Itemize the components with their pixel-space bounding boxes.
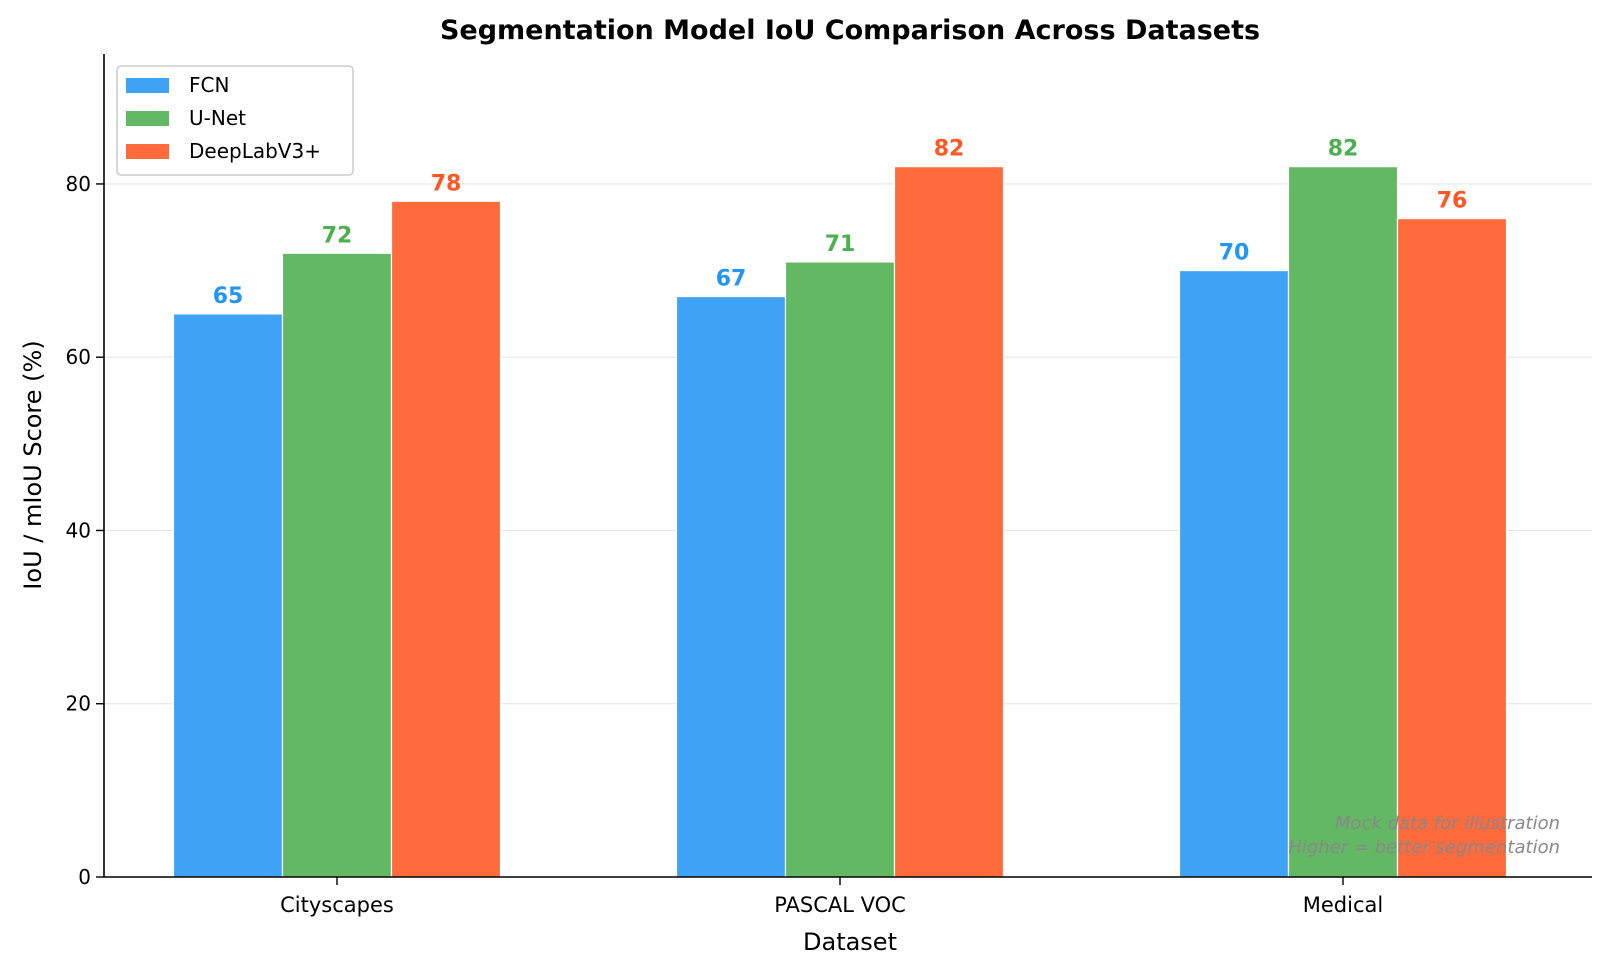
x-axis-title: Dataset (803, 928, 897, 956)
bar-u-net-medical (1287, 166, 1399, 878)
legend-swatch-u-net (126, 111, 169, 126)
bar-value-label: 65 (213, 284, 244, 309)
bar-value-label: 71 (825, 232, 856, 257)
bars (172, 166, 1508, 878)
bar-deeplabv3--pascal-voc (893, 166, 1005, 878)
bar-u-net-cityscapes (281, 252, 393, 878)
y-tick-label: 20 (66, 692, 91, 716)
annotation-higher-better: Higher = better segmentation (1288, 837, 1560, 858)
bar-fcn-cityscapes (172, 313, 284, 878)
axes (103, 54, 1592, 878)
legend-label: DeepLabV3+ (189, 139, 321, 163)
bar-value-label: 76 (1437, 189, 1468, 214)
bar-fcn-pascal-voc (675, 295, 787, 878)
bar-value-labels: 65 72 78 67 71 82 70 82 76 (213, 137, 1468, 309)
legend-frame (116, 65, 354, 176)
bar-fcn-medical (1178, 269, 1290, 878)
bar-value-label: 67 (716, 267, 747, 292)
x-tick-label: Cityscapes (280, 893, 394, 917)
y-tick-label: 60 (66, 345, 91, 369)
x-ticks: Cityscapes PASCAL VOC Medical (280, 877, 1383, 917)
annotations: Mock data for illustration Higher = bett… (1288, 813, 1560, 858)
legend-label: FCN (189, 73, 229, 97)
legend: FCN U-Net DeepLabV3+ (116, 65, 354, 176)
bar-u-net-pascal-voc (784, 261, 896, 878)
bar-value-label: 70 (1219, 241, 1250, 266)
y-ticks: 0 20 40 60 80 (66, 172, 104, 889)
y-tick-label: 80 (66, 172, 91, 196)
legend-swatch-fcn (126, 78, 169, 93)
x-tick-label: Medical (1303, 893, 1383, 917)
legend-items: FCN U-Net DeepLabV3+ (126, 73, 321, 163)
x-tick-label: PASCAL VOC (774, 893, 906, 917)
bar-deeplabv3--cityscapes (390, 200, 502, 878)
y-tick-label: 40 (66, 518, 91, 542)
y-axis-title: IoU / mIoU Score (%) (19, 340, 47, 589)
y-tick-label: 0 (78, 865, 91, 889)
legend-swatch-deeplabv3- (126, 144, 169, 159)
bar-value-label: 72 (322, 223, 353, 248)
bar-value-label: 78 (431, 171, 462, 196)
chart-title: Segmentation Model IoU Comparison Across… (440, 15, 1260, 46)
legend-label: U-Net (189, 106, 246, 130)
annotation-mock-data: Mock data for illustration (1335, 813, 1560, 834)
bar-value-label: 82 (934, 137, 965, 162)
bar-value-label: 82 (1328, 137, 1359, 162)
bar-deeplabv3--medical (1396, 218, 1508, 878)
